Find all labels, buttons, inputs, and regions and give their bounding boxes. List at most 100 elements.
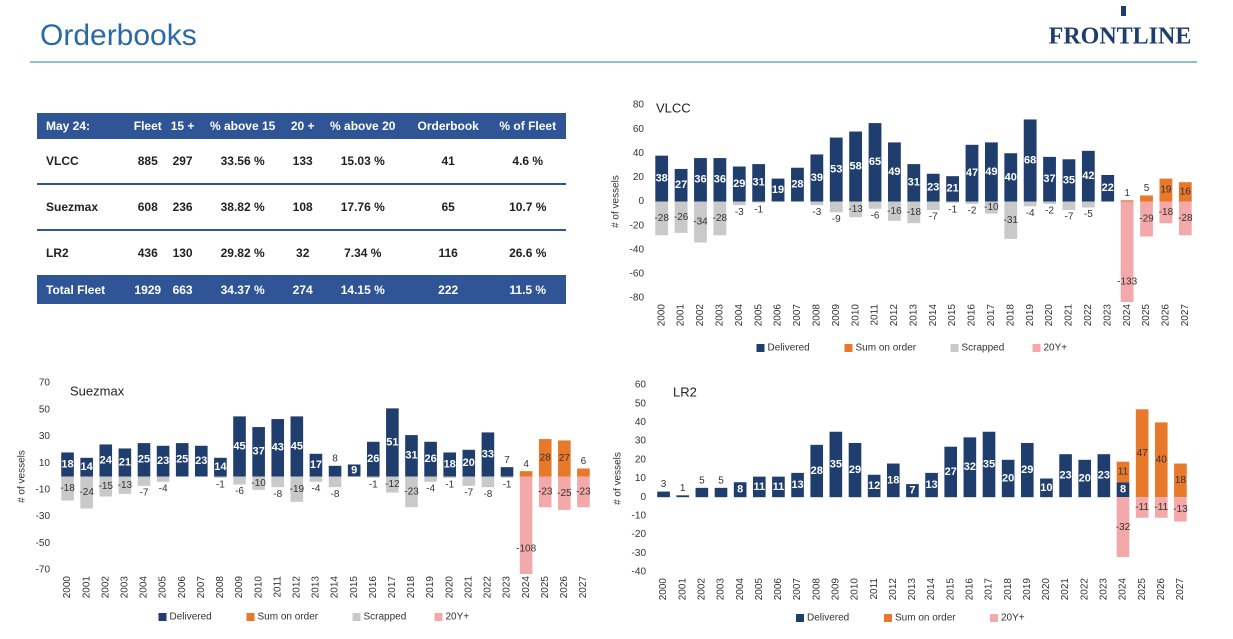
table-cell: % of Fleet: [489, 113, 566, 139]
x-tick-label: 2022: [1079, 578, 1090, 601]
data-label: -2: [1045, 206, 1054, 217]
table-cell: Suezmax: [37, 184, 129, 231]
x-tick-label: 2025: [1141, 304, 1152, 327]
bar: [558, 440, 571, 477]
legend-swatch: [246, 613, 255, 621]
x-tick-label: 2019: [1022, 578, 1033, 601]
x-tick-label: 2018: [1003, 578, 1014, 601]
data-label: -7: [929, 212, 938, 223]
data-label: 23: [157, 455, 169, 467]
bar: [657, 491, 670, 498]
bar: [810, 201, 824, 206]
data-label: 7: [504, 455, 510, 466]
x-tick-label: 2003: [715, 304, 726, 327]
bar: [733, 482, 747, 498]
data-label: 29: [849, 464, 861, 476]
data-label: 35: [1063, 174, 1075, 186]
x-tick-label: 2010: [850, 578, 861, 601]
data-label: 17: [310, 459, 322, 471]
bar: [1040, 478, 1053, 498]
data-label: 25: [138, 454, 150, 466]
x-tick-label: 2012: [889, 304, 900, 327]
data-label: 49: [888, 166, 900, 178]
data-label: -18: [907, 207, 922, 218]
data-label: 36: [714, 174, 726, 186]
legend-swatch: [950, 344, 959, 352]
y-tick-label: -60: [630, 269, 645, 280]
bar: [1023, 201, 1037, 207]
bar: [405, 476, 418, 508]
x-tick-label: 2001: [81, 576, 92, 599]
data-label: 35: [983, 458, 995, 470]
legend-label: 20Y+: [1044, 343, 1068, 354]
bar: [424, 476, 437, 482]
legend-swatch: [158, 613, 167, 621]
data-label: 29: [733, 178, 745, 190]
bar: [519, 471, 533, 477]
bar: [907, 164, 921, 202]
table-cell: 15 +: [166, 113, 199, 139]
bar: [984, 142, 998, 202]
bar: [1174, 463, 1187, 498]
bar: [309, 476, 323, 482]
data-label: 5: [1144, 183, 1150, 194]
x-tick-label: 2002: [696, 578, 707, 601]
bar: [175, 443, 189, 477]
bar: [1159, 178, 1173, 202]
y-tick-label: -20: [632, 529, 647, 540]
data-label: -6: [235, 486, 244, 497]
bar: [366, 441, 380, 477]
bar: [1097, 454, 1111, 498]
data-label: -3: [812, 207, 821, 218]
chart-title: LR2: [673, 384, 697, 399]
table-cell: 608: [128, 184, 167, 231]
bar: [1001, 459, 1015, 498]
x-tick-label: 2012: [888, 578, 899, 601]
bar: [481, 476, 495, 488]
table-cell: 133: [286, 139, 319, 185]
bar: [926, 173, 940, 202]
data-label: 37: [253, 446, 265, 458]
data-label: 5: [699, 475, 705, 486]
x-tick-label: 2023: [1102, 304, 1113, 327]
legend-swatch: [990, 614, 998, 622]
bar: [1116, 461, 1130, 483]
bar: [1120, 200, 1134, 202]
x-tick-label: 2014: [928, 304, 939, 327]
bar: [137, 476, 151, 486]
data-label: 8: [1120, 484, 1126, 496]
data-label: 49: [985, 166, 997, 178]
data-label: -3: [735, 207, 744, 218]
data-label: -24: [79, 487, 94, 498]
data-label: 23: [1059, 470, 1071, 482]
x-tick-label: 2027: [578, 576, 589, 599]
table-cell: 274: [286, 275, 319, 304]
legend-swatch: [756, 344, 765, 352]
data-label: 23: [195, 455, 207, 467]
bar: [810, 444, 824, 498]
data-label: 27: [675, 179, 687, 191]
x-tick-label: 2010: [253, 576, 264, 599]
bar: [1023, 119, 1037, 202]
table-cell: 15.03 %: [318, 139, 407, 185]
bar: [1154, 497, 1168, 518]
table-cell: 38.82 %: [198, 184, 287, 231]
bar: [1043, 156, 1056, 202]
bar: [676, 495, 690, 498]
table-row: LR2 436 130 29.82 % 32 7.34 % 116 26.6 %: [37, 230, 566, 275]
data-label: 9: [351, 464, 357, 476]
x-tick-label: 2015: [349, 576, 360, 599]
data-label: 22: [1102, 182, 1114, 194]
x-tick-label: 2025: [1137, 578, 1148, 601]
data-label: -7: [464, 487, 473, 498]
y-tick-label: 10: [39, 458, 51, 469]
x-tick-label: 2005: [753, 304, 764, 327]
data-label: -4: [1026, 208, 1035, 219]
x-tick-label: 2000: [658, 578, 669, 601]
bar: [810, 154, 824, 202]
legend-swatch: [884, 614, 892, 622]
data-label: 37: [1043, 173, 1055, 185]
bar: [1062, 159, 1076, 202]
x-tick-label: 2023: [502, 576, 513, 599]
